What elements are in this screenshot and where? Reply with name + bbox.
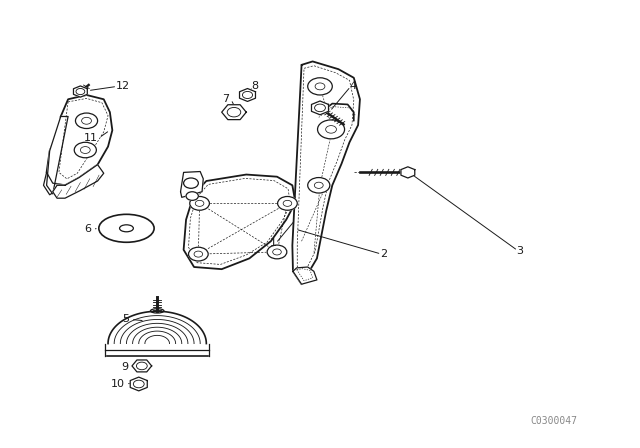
Circle shape (308, 177, 330, 193)
Polygon shape (74, 86, 87, 97)
Polygon shape (184, 175, 296, 269)
Text: 5: 5 (122, 314, 129, 324)
Polygon shape (47, 95, 113, 185)
Circle shape (76, 113, 97, 129)
Circle shape (317, 120, 344, 139)
Text: 6: 6 (84, 224, 92, 234)
Circle shape (186, 192, 198, 200)
Polygon shape (239, 89, 255, 101)
Ellipse shape (99, 214, 154, 242)
Text: 9: 9 (121, 362, 128, 372)
Circle shape (74, 142, 97, 158)
Text: 8: 8 (251, 82, 259, 91)
Text: 7: 7 (223, 94, 230, 104)
Polygon shape (312, 101, 328, 115)
Text: 4: 4 (349, 82, 356, 91)
Text: 12: 12 (116, 82, 130, 91)
Text: 11: 11 (84, 133, 97, 143)
Text: 3: 3 (516, 246, 524, 256)
Text: 1: 1 (270, 238, 277, 248)
Polygon shape (44, 172, 65, 195)
Circle shape (189, 247, 208, 261)
Circle shape (267, 245, 287, 259)
Circle shape (278, 197, 297, 210)
Circle shape (308, 78, 332, 95)
Text: C0300047: C0300047 (530, 416, 577, 426)
Polygon shape (108, 311, 206, 344)
Polygon shape (130, 377, 147, 391)
Polygon shape (52, 165, 104, 198)
Circle shape (184, 178, 198, 188)
Polygon shape (180, 172, 204, 197)
Text: 2: 2 (380, 249, 387, 259)
Polygon shape (221, 105, 246, 120)
Polygon shape (401, 167, 415, 178)
Polygon shape (47, 116, 68, 194)
Polygon shape (132, 360, 152, 372)
Polygon shape (293, 267, 317, 284)
Polygon shape (292, 61, 360, 284)
Circle shape (189, 197, 209, 210)
Text: 10: 10 (111, 379, 125, 389)
